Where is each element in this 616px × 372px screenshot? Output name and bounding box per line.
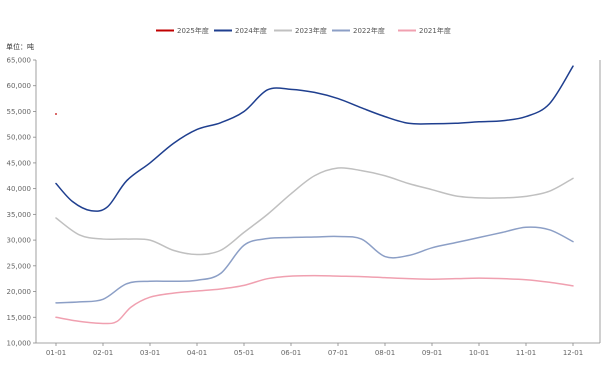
y-tick-label: 65,000: [7, 57, 32, 65]
y-tick-label: 60,000: [7, 82, 32, 90]
x-tick-label: 02-01: [93, 349, 113, 357]
chart-legend: 2025年度 2024年度 2023年度 2022年度 2021年度: [156, 26, 451, 35]
x-tick-label: 11-01: [516, 349, 536, 357]
legend-label: 2025年度: [177, 26, 209, 35]
x-tick-label: 04-01: [187, 349, 207, 357]
x-tick-label: 06-01: [281, 349, 301, 357]
legend-label: 2023年度: [295, 26, 327, 35]
x-tick-label: 03-01: [140, 349, 160, 357]
legend-label: 2022年度: [353, 26, 385, 35]
y-tick-label: 35,000: [7, 211, 32, 219]
y-tick-label: 25,000: [7, 262, 32, 270]
y-tick-label: 45,000: [7, 159, 32, 167]
x-axis: 01-01 02-01 03-01 04-01 05-01 06-01 07-01 08-01…: [36, 60, 601, 357]
y-tick-label: 40,000: [7, 185, 32, 193]
y-axis: 10,000 15,000 20,000 25,000 30,000 35,000 40,0…: [7, 57, 37, 348]
y-tick-label: 50,000: [7, 134, 32, 142]
series-2022-line: [55, 226, 574, 304]
x-tick-label: 01-01: [46, 349, 66, 357]
y-tick-label: 20,000: [7, 288, 32, 296]
x-tick-label: 05-01: [234, 349, 254, 357]
x-tick-label: 10-01: [469, 349, 489, 357]
x-tick-label: 09-01: [422, 349, 442, 357]
unit-label: 单位：吨: [6, 42, 34, 51]
y-tick-label: 30,000: [7, 237, 32, 245]
series-2025-point: [55, 113, 57, 115]
series-2024-line: [55, 65, 574, 212]
series-2023-line: [55, 167, 574, 256]
y-tick-label: 15,000: [7, 314, 32, 322]
legend-label: 2021年度: [419, 26, 451, 35]
y-tick-label: 10,000: [7, 340, 32, 348]
series-lines: [55, 65, 574, 325]
x-tick-label: 07-01: [328, 349, 348, 357]
x-tick-label: 12-01: [563, 349, 583, 357]
legend-label: 2024年度: [235, 26, 267, 35]
series-2021-line: [55, 274, 574, 325]
x-tick-label: 08-01: [375, 349, 395, 357]
y-tick-label: 55,000: [7, 108, 32, 116]
